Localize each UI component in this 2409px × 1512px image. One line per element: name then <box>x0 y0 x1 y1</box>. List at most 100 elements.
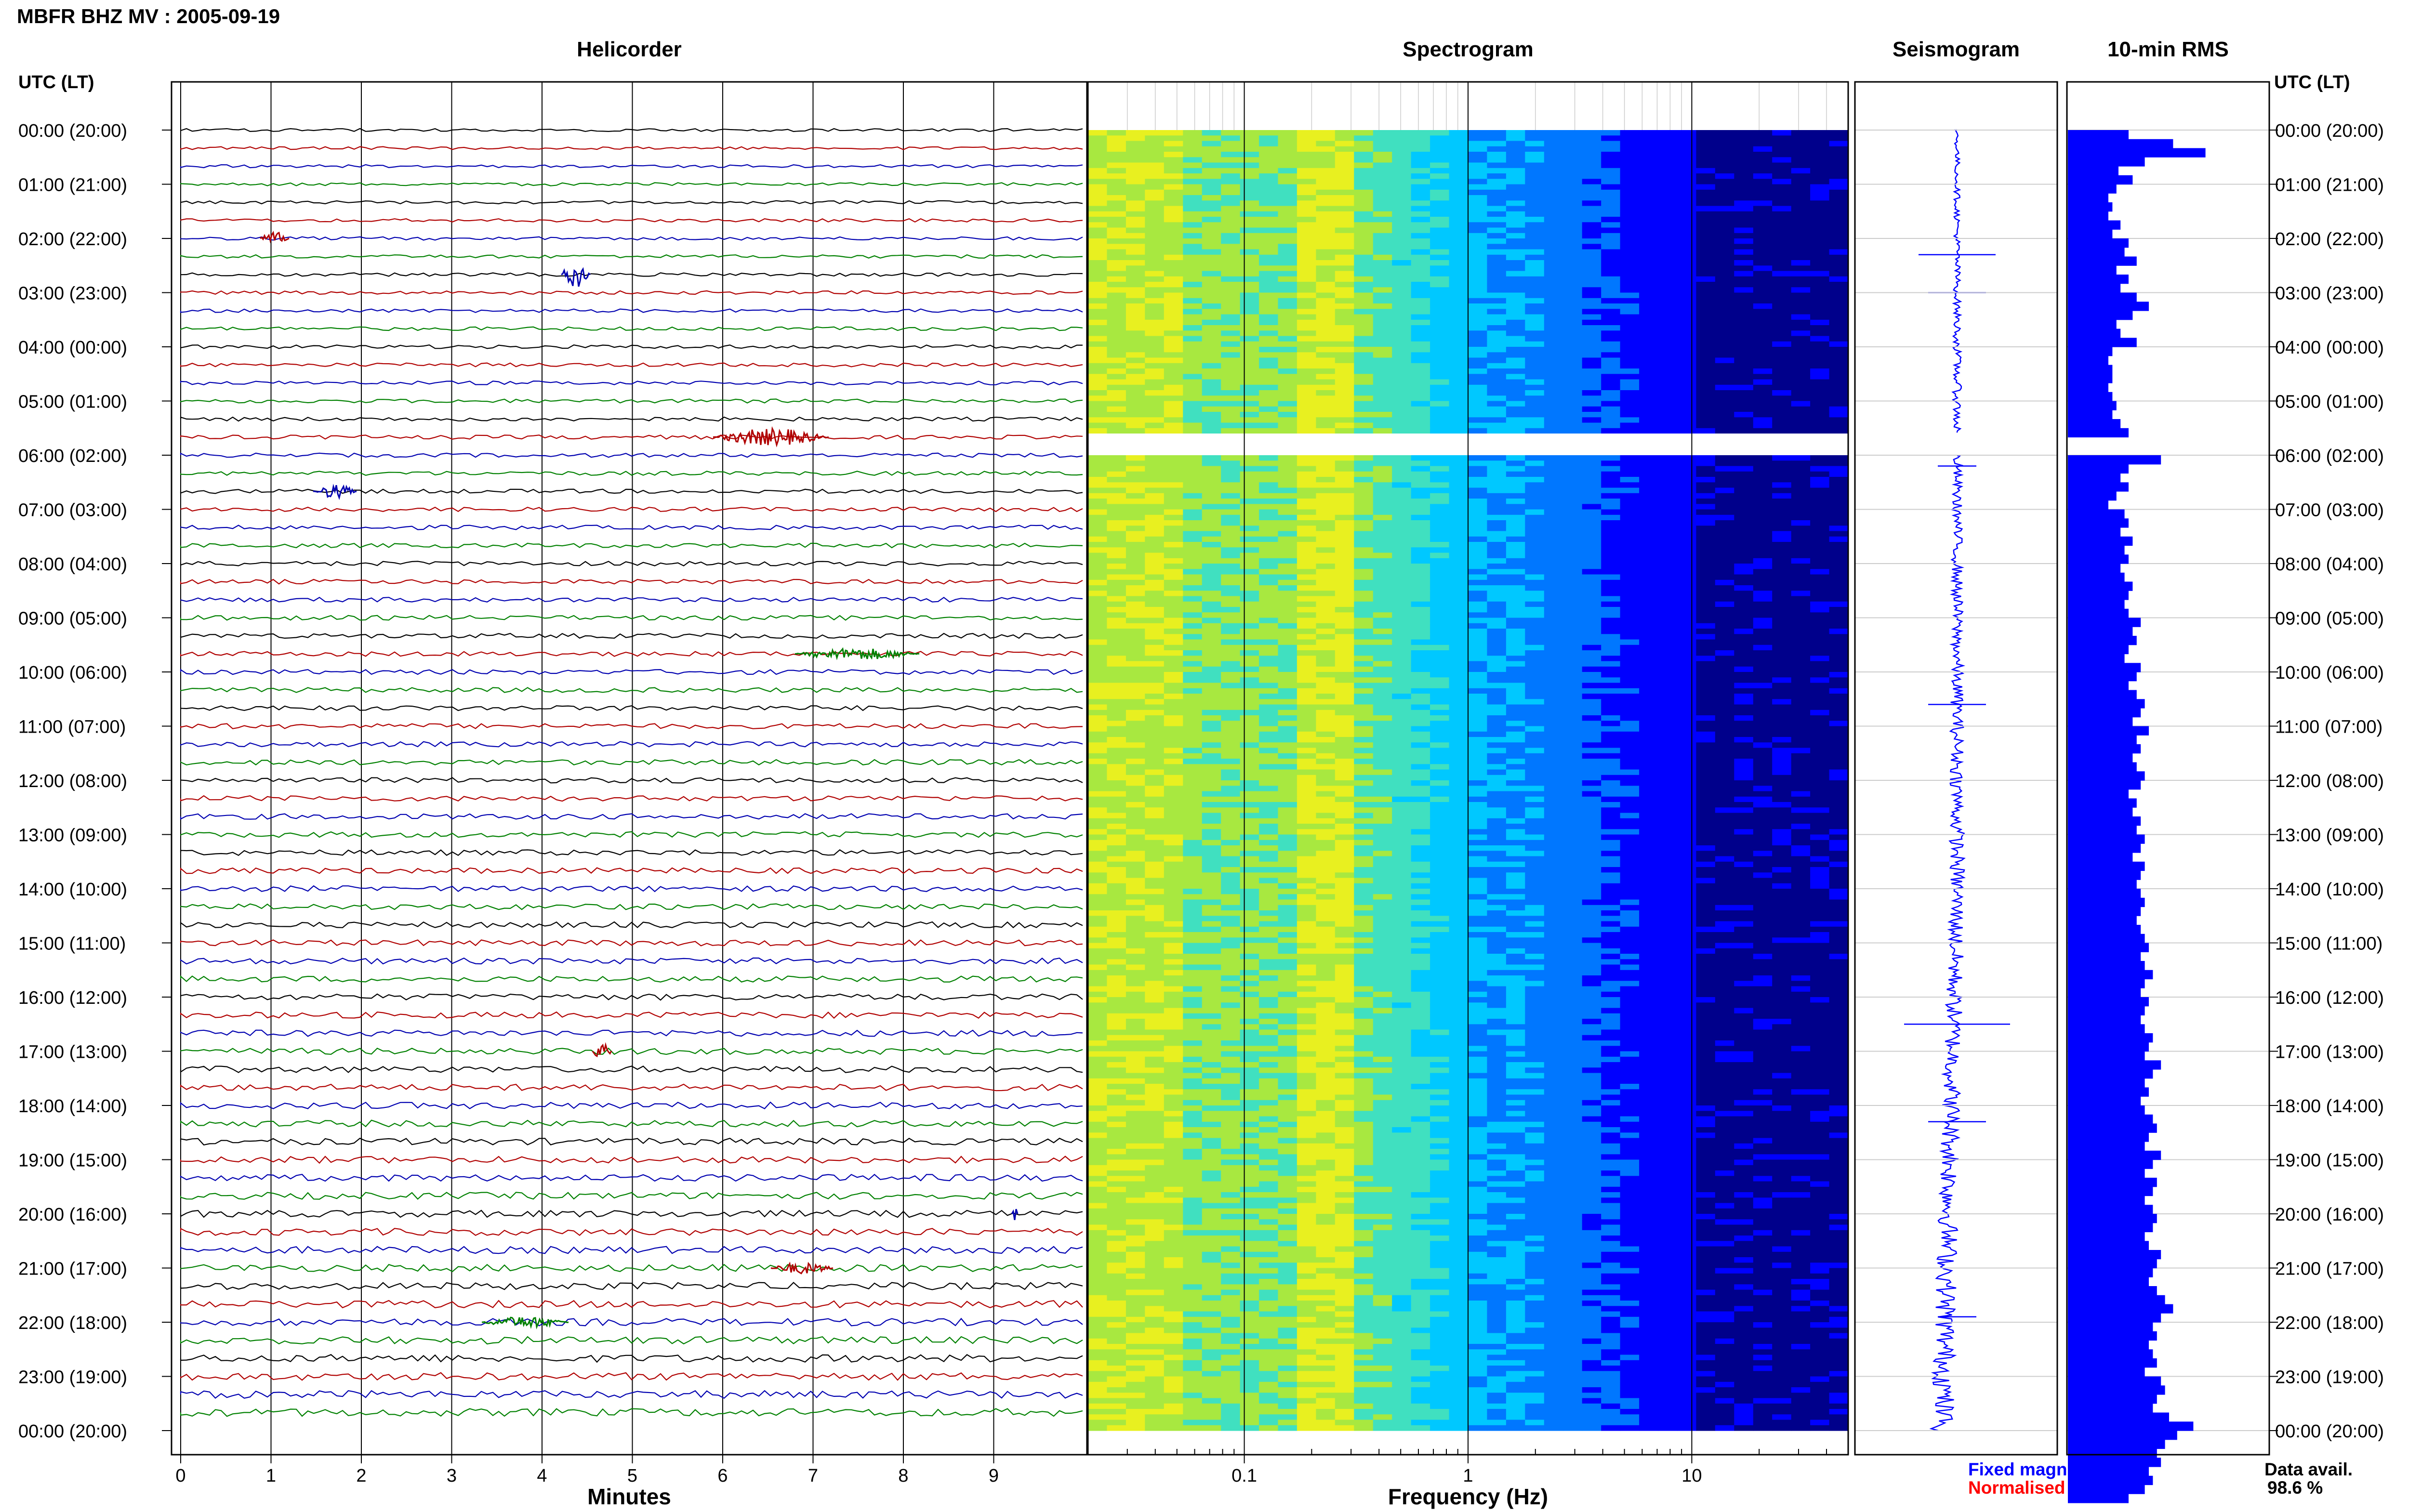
spectrogram-cell <box>1696 710 1716 716</box>
data-availability-label: Data avail. <box>2264 1459 2353 1479</box>
spectrogram-cell <box>1411 244 1430 250</box>
spectrogram-cell <box>1601 135 1621 142</box>
spectrogram-cell <box>1582 422 1602 429</box>
spectrogram-cell <box>1297 742 1316 749</box>
spectrogram-cell <box>1183 211 1203 217</box>
spectrogram-cell <box>1601 184 1621 190</box>
spectrogram-cell <box>1810 379 1830 385</box>
spectrogram-cell <box>1620 249 1640 255</box>
spectrogram-cell <box>1639 292 1659 299</box>
spectrogram-cell <box>1297 536 1316 542</box>
spectrogram-cell <box>1620 271 1640 277</box>
spectrogram-cell <box>1392 271 1412 277</box>
spectrogram-cell <box>1411 558 1430 564</box>
spectrogram-cell <box>1696 574 1716 580</box>
spectrogram-cell <box>1088 650 1107 656</box>
spectrogram-cell <box>1088 769 1107 776</box>
spectrogram-cell <box>1297 184 1316 190</box>
spectrogram-cell <box>1715 292 1734 299</box>
spectrogram-cell <box>1715 688 1734 694</box>
spectrogram-cell <box>1449 748 1469 754</box>
spectrogram-cell <box>1506 601 1525 607</box>
spectrogram-cell <box>1145 471 1165 477</box>
spectrogram-cell <box>1240 330 1259 337</box>
spectrogram-cell <box>1430 786 1450 792</box>
spectrogram-cell <box>1772 509 1792 515</box>
spectrogram-cell <box>1525 309 1545 315</box>
spectrogram-cell <box>1810 244 1830 250</box>
spectrogram-cell <box>1677 710 1696 716</box>
spectrogram-cell <box>1753 786 1773 792</box>
spectrogram-cell <box>1107 141 1126 147</box>
spectrogram-cell <box>1506 748 1525 754</box>
spectrogram-cell <box>1373 639 1392 645</box>
spectrogram-cell <box>1734 287 1754 293</box>
spectrogram-cell <box>1487 634 1507 640</box>
spectrogram-cell <box>1601 591 1621 597</box>
spectrogram-cell <box>1316 601 1336 607</box>
spectrogram-cell <box>1335 748 1354 754</box>
spectrogram-cell <box>1753 471 1773 477</box>
spectrogram-cell <box>1411 162 1430 169</box>
spectrogram-cell <box>1316 639 1336 645</box>
spectrogram-cell <box>1468 233 1487 239</box>
spectrogram-cell <box>1221 428 1241 434</box>
spectrogram-cell <box>1125 135 1145 142</box>
spectrogram-cell <box>1202 618 1221 624</box>
spectrogram-cell <box>1601 694 1621 699</box>
spectrogram-cell <box>1582 347 1602 353</box>
spectrogram-cell <box>1753 206 1773 212</box>
spectrogram-cell <box>1240 531 1259 537</box>
spectrogram-cell <box>1544 428 1563 434</box>
spectrogram-cell <box>1107 401 1126 407</box>
spectrogram-cell <box>1164 466 1183 472</box>
spectrogram-cell <box>1696 460 1716 467</box>
spectrogram-cell <box>1297 487 1316 494</box>
spectrogram-cell <box>1316 558 1336 564</box>
spectrogram-cell <box>1392 363 1412 369</box>
spectrogram-cell <box>1582 217 1602 223</box>
spectrogram-cell <box>1639 282 1659 288</box>
spectrogram-cell <box>1335 683 1354 689</box>
spectrogram-cell <box>1506 412 1525 418</box>
spectrogram-cell <box>1411 764 1430 770</box>
spectrogram-cell <box>1658 726 1678 732</box>
spectrogram-cell <box>1487 482 1507 488</box>
spectrogram-cell <box>1297 336 1316 342</box>
spectrogram-cell <box>1601 661 1621 667</box>
spectrogram-cell <box>1411 601 1430 607</box>
spectrogram-cell <box>1506 384 1525 391</box>
spectrogram-cell <box>1506 520 1525 526</box>
spectrogram-cell <box>1696 254 1716 261</box>
spectrogram-cell <box>1715 509 1734 515</box>
spectrogram-cell <box>1601 499 1621 504</box>
spectrogram-cell <box>1810 504 1830 510</box>
spectrogram-cell <box>1107 374 1126 380</box>
spectrogram-cell <box>1734 802 1754 808</box>
spectrogram-cell <box>1202 656 1221 662</box>
spectrogram-cell <box>1107 721 1126 727</box>
spectrogram-cell <box>1392 141 1412 147</box>
spectrogram-cell <box>1563 384 1583 391</box>
spectrogram-cell <box>1411 688 1430 694</box>
spectrogram-cell <box>1164 249 1183 255</box>
spectrogram-cell <box>1468 222 1487 228</box>
spectrogram-cell <box>1677 195 1696 201</box>
spectrogram-cell <box>1544 233 1563 239</box>
spectrogram-cell <box>1753 330 1773 337</box>
spectrogram-cell <box>1354 585 1374 591</box>
spectrogram-cell <box>1734 547 1754 553</box>
spectrogram-cell <box>1354 650 1374 656</box>
spectrogram-cell <box>1772 683 1792 689</box>
spectrogram-cell <box>1278 499 1297 504</box>
spectrogram-cell <box>1525 579 1545 586</box>
spectrogram-cell <box>1791 460 1811 467</box>
spectrogram-cell <box>1506 526 1525 532</box>
spectrogram-cell <box>1810 769 1830 776</box>
spectrogram-cell <box>1125 314 1145 320</box>
spectrogram-cell <box>1658 195 1678 201</box>
spectrogram-cell <box>1715 482 1734 488</box>
spectrogram-cell <box>1810 623 1830 629</box>
spectrogram-cell <box>1753 634 1773 640</box>
spectrogram-cell <box>1677 780 1696 786</box>
